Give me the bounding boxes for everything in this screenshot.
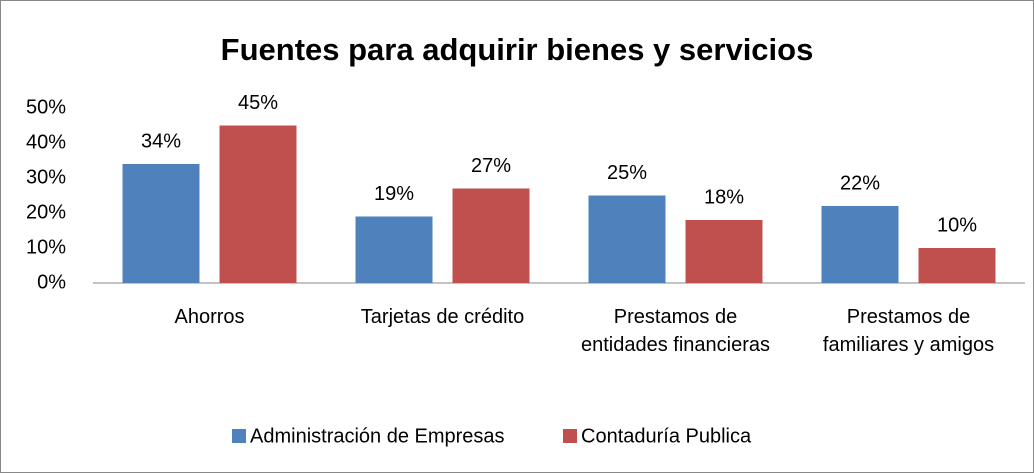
y-tick-label: 0% — [37, 271, 66, 293]
bar — [452, 188, 530, 283]
legend-swatch — [232, 429, 246, 443]
bar — [821, 206, 899, 283]
data-label: 22% — [840, 172, 880, 194]
x-tick-label: Prestamos de familiares y amigos — [822, 306, 995, 356]
legend-label: Administración de Empresas — [250, 425, 505, 447]
x-tick-label: Tarjetas de crédito — [360, 306, 525, 328]
x-tick-label: Prestamos de entidades financieras — [580, 306, 770, 356]
x-tick-label: Ahorros — [174, 306, 245, 328]
y-tick-label: 30% — [26, 166, 66, 188]
data-label: 10% — [937, 214, 977, 236]
data-label: 27% — [471, 155, 511, 177]
bar — [219, 125, 297, 283]
bar — [685, 220, 763, 283]
data-label: 18% — [704, 186, 744, 208]
y-tick-label: 50% — [26, 96, 66, 118]
data-label: 45% — [238, 92, 278, 114]
bar — [918, 248, 996, 283]
y-tick-label: 20% — [26, 201, 66, 223]
bar — [588, 195, 666, 283]
y-tick-label: 10% — [26, 236, 66, 258]
data-label: 19% — [374, 183, 414, 205]
y-tick-label: 40% — [26, 131, 66, 153]
data-label: 34% — [141, 130, 181, 152]
data-label: 25% — [607, 162, 647, 184]
chart-title: Fuentes para adquirir bienes y servicios — [221, 32, 814, 67]
bar — [122, 164, 200, 283]
bar — [355, 216, 433, 283]
legend-label: Contaduría Publica — [581, 425, 752, 447]
legend-swatch — [563, 429, 577, 443]
